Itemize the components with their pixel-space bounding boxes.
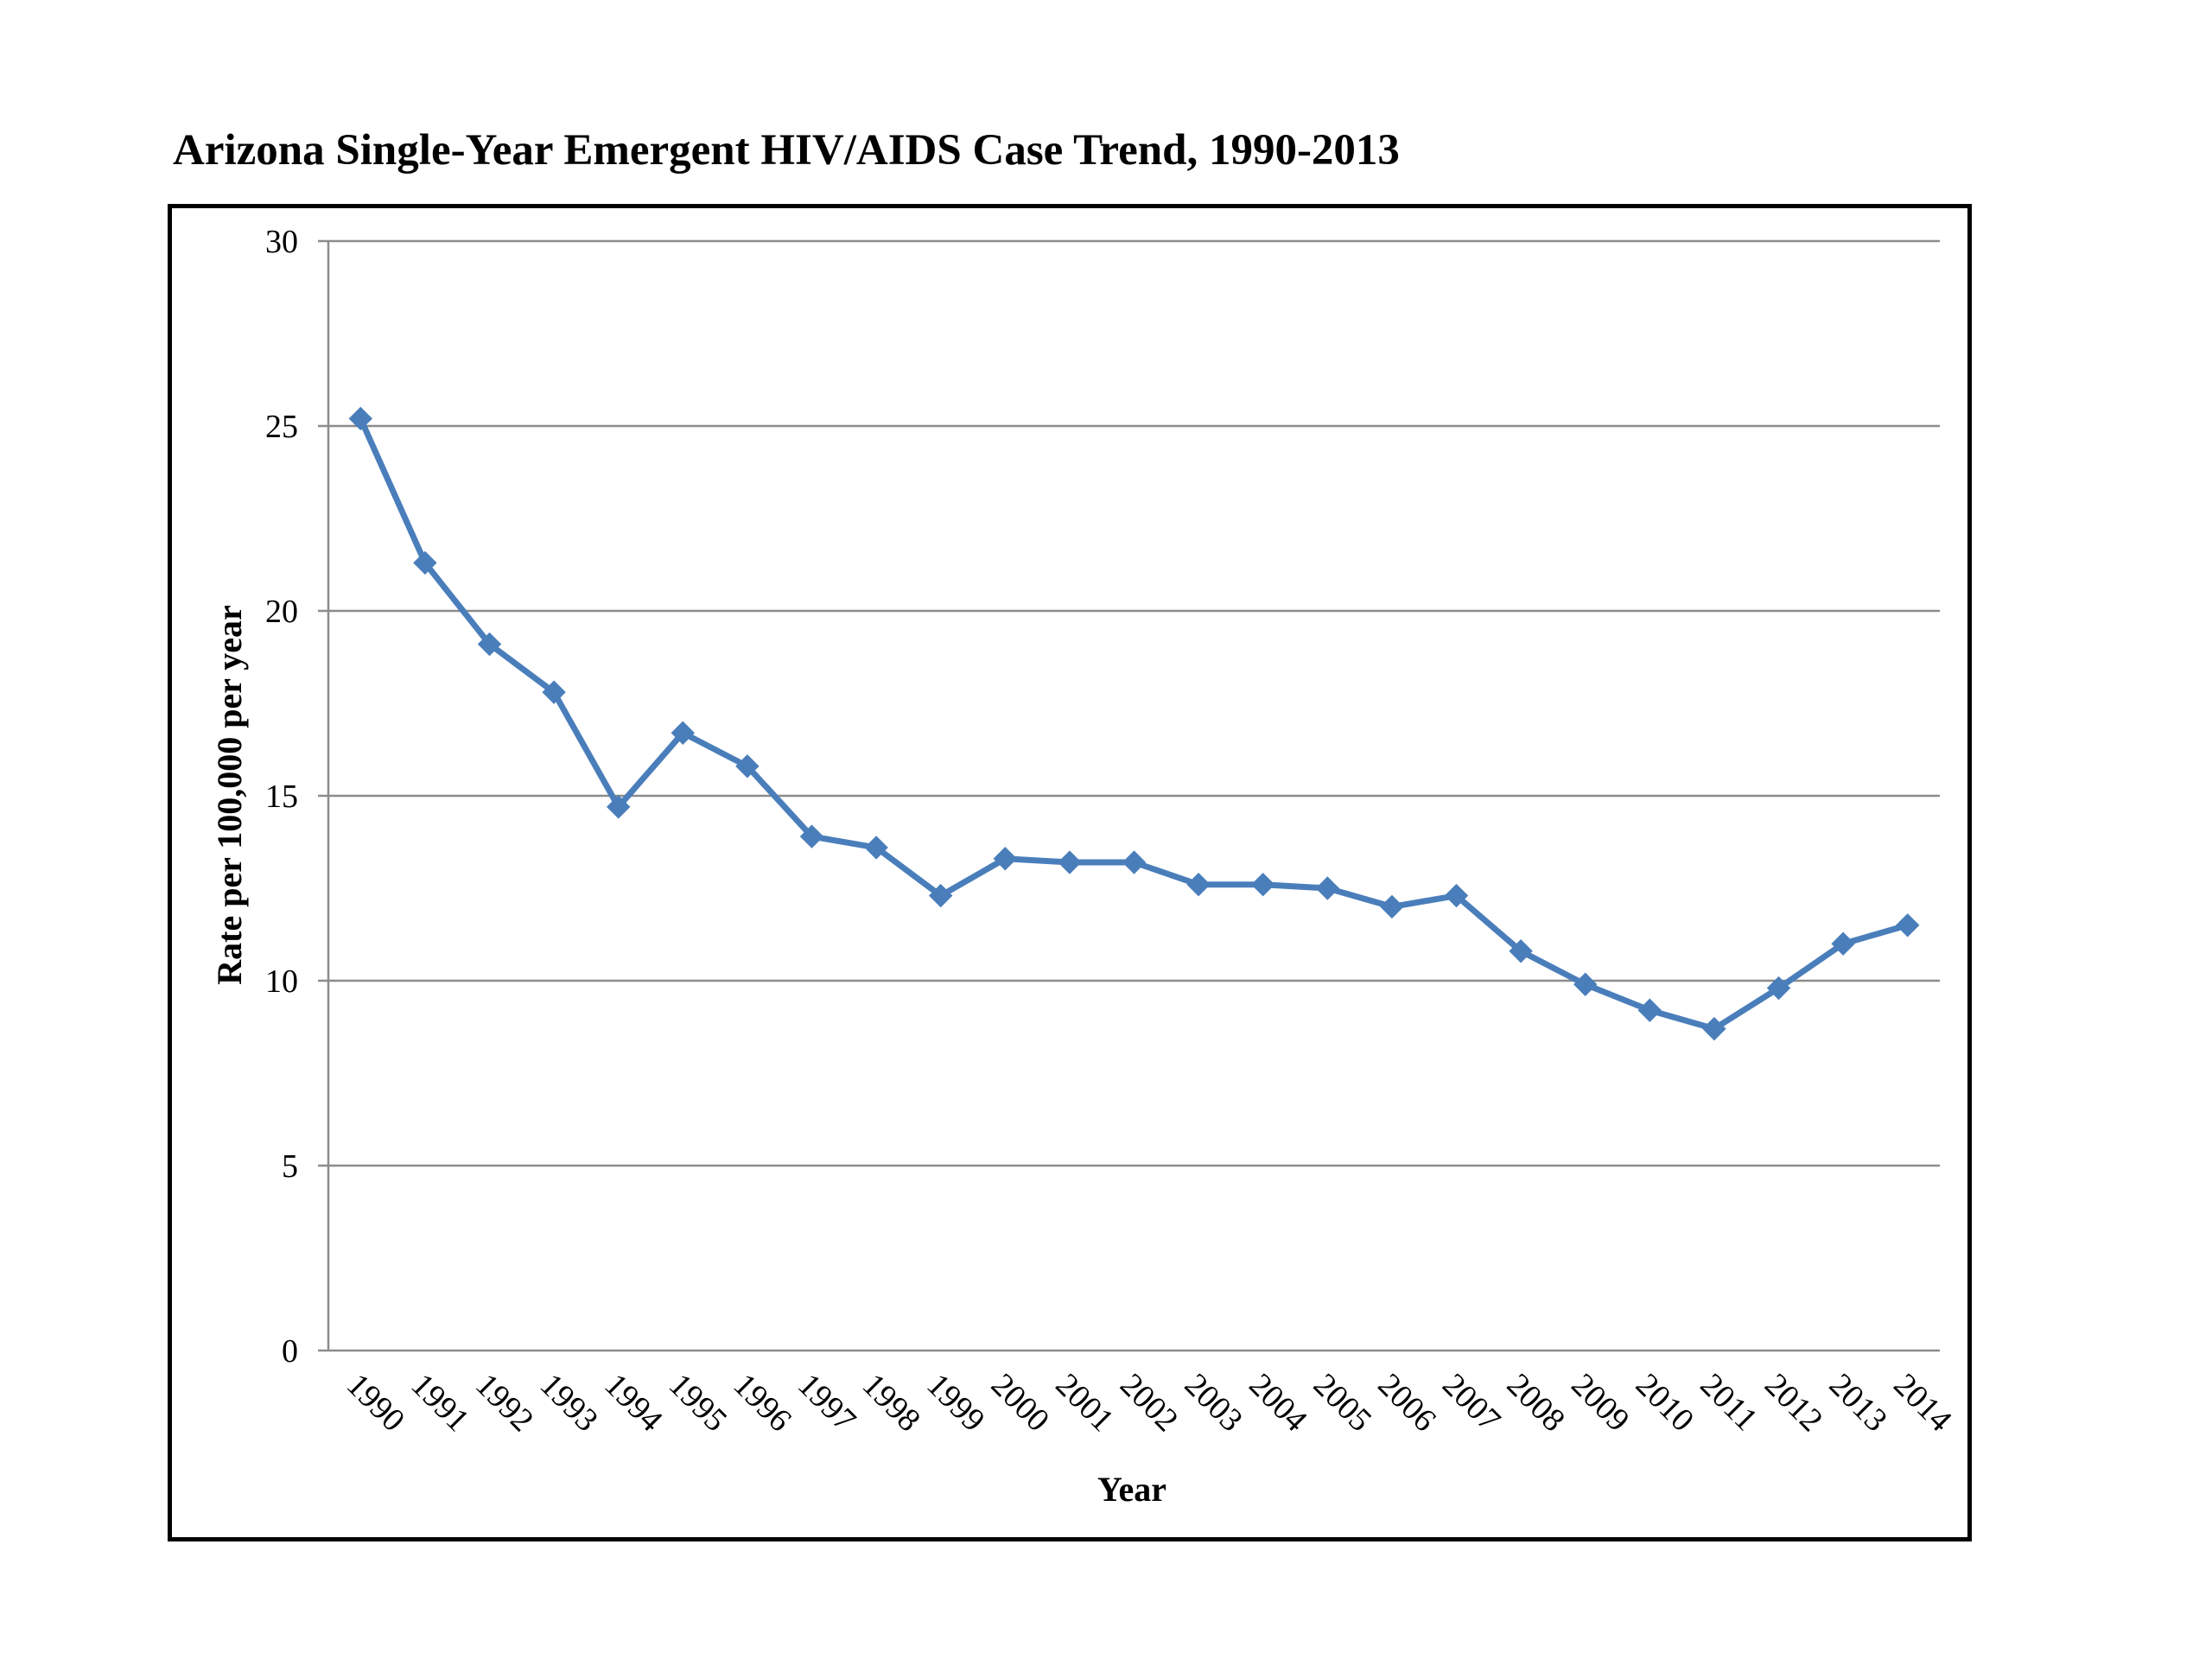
- data-point: [1702, 1016, 1726, 1041]
- x-tick-label: 2007: [1435, 1367, 1507, 1439]
- x-tick-label: 2010: [1629, 1367, 1700, 1439]
- y-tick-label: 15: [265, 779, 298, 815]
- x-tick-label: 1994: [597, 1367, 669, 1439]
- x-tick-label: 2011: [1694, 1367, 1764, 1438]
- x-tick-label: 1993: [533, 1367, 605, 1439]
- data-point: [671, 721, 696, 745]
- axes: [318, 239, 1940, 1352]
- data-point: [928, 883, 953, 908]
- data-point: [1315, 876, 1340, 900]
- y-tick-label: 5: [282, 1148, 298, 1185]
- x-tick-label: 2002: [1113, 1367, 1185, 1439]
- y-tick-label: 25: [265, 409, 298, 445]
- data-point: [413, 550, 437, 575]
- x-axis-title: Year: [1097, 1470, 1166, 1509]
- y-axis-title: Rate per 100,000 per year: [210, 605, 249, 985]
- x-tick-label: 2006: [1371, 1367, 1443, 1439]
- x-tick-label: 1996: [727, 1367, 798, 1439]
- x-tick-label: 2005: [1306, 1367, 1378, 1439]
- data-point: [864, 836, 888, 860]
- data-point: [1509, 939, 1533, 963]
- series-layer: [348, 406, 1920, 1041]
- data-point: [1573, 972, 1598, 996]
- gridlines: [328, 239, 1940, 1167]
- data-point: [993, 847, 1018, 871]
- data-point: [1637, 998, 1662, 1022]
- data-point: [799, 824, 824, 849]
- x-tick-label: 1992: [468, 1367, 540, 1439]
- x-tick-label: 2000: [984, 1367, 1056, 1439]
- data-point: [1122, 850, 1147, 874]
- series-line: [357, 415, 1911, 1033]
- data-point: [477, 632, 502, 657]
- x-tick-label: 2009: [1564, 1367, 1636, 1439]
- data-point: [1766, 976, 1791, 1001]
- chart-title: Arizona Single-Year Emergent HIV/AIDS Ca…: [173, 126, 1400, 175]
- data-point: [606, 795, 631, 819]
- data-point: [1895, 913, 1920, 938]
- x-tick-label: 1990: [340, 1367, 411, 1439]
- data-point: [1380, 894, 1404, 919]
- x-tick-label: 2008: [1500, 1367, 1572, 1439]
- y-tick-label: 20: [265, 594, 298, 630]
- data-point: [1444, 883, 1469, 908]
- data-point: [1058, 850, 1082, 874]
- data-point: [542, 680, 566, 704]
- y-tick-label: 10: [265, 963, 298, 1000]
- y-tick-label: 0: [282, 1333, 298, 1370]
- x-tick-label: 2013: [1822, 1367, 1894, 1439]
- x-tick-label: 2001: [1049, 1367, 1121, 1439]
- x-tick-label: 2003: [1178, 1367, 1249, 1439]
- x-tick-label: 2014: [1886, 1367, 1958, 1439]
- x-tick-label: 1997: [791, 1367, 862, 1439]
- x-tick-label: 1998: [855, 1367, 927, 1439]
- chart-frame: [168, 204, 1972, 1541]
- x-tick-label: 1991: [404, 1367, 476, 1439]
- data-point: [1186, 873, 1211, 897]
- data-point: [1250, 873, 1275, 897]
- y-tick-label: 30: [265, 224, 298, 260]
- data-point: [735, 754, 760, 779]
- x-tick-label: 1999: [919, 1367, 991, 1439]
- y-tick-labels: 0 5 10 15 20 25 30: [265, 224, 298, 1370]
- data-point: [1831, 931, 1855, 956]
- x-tick-label: 1995: [662, 1367, 734, 1439]
- x-tick-labels: 1990199119921993199419951996199719981999…: [340, 1367, 1959, 1439]
- data-point: [348, 406, 373, 431]
- x-tick-label: 2004: [1242, 1367, 1313, 1439]
- x-tick-label: 2012: [1758, 1367, 1829, 1439]
